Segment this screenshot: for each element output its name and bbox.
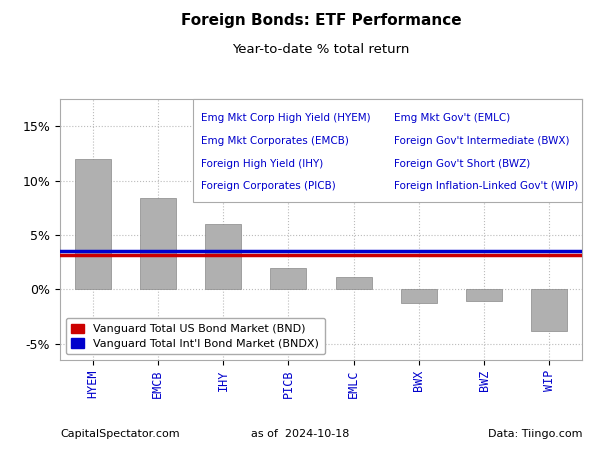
FancyBboxPatch shape: [193, 99, 582, 202]
Bar: [271, 268, 307, 289]
Text: Foreign Gov't Short (BWZ): Foreign Gov't Short (BWZ): [394, 159, 530, 169]
Text: Foreign High Yield (IHY): Foreign High Yield (IHY): [201, 159, 323, 169]
Text: Emg Mkt Gov't (EMLC): Emg Mkt Gov't (EMLC): [394, 113, 511, 123]
Bar: [335, 277, 371, 289]
Text: Foreign Inflation-Linked Gov't (WIP): Foreign Inflation-Linked Gov't (WIP): [394, 181, 578, 192]
Bar: [140, 198, 176, 289]
Bar: [532, 289, 568, 331]
Bar: [401, 289, 437, 303]
Text: Emg Mkt Corp High Yield (HYEM): Emg Mkt Corp High Yield (HYEM): [201, 113, 371, 123]
Text: CapitalSpectator.com: CapitalSpectator.com: [60, 429, 179, 439]
Bar: [205, 224, 241, 289]
Bar: [74, 159, 110, 289]
Text: Foreign Gov't Intermediate (BWX): Foreign Gov't Intermediate (BWX): [394, 136, 569, 146]
Bar: [466, 289, 502, 302]
Text: Emg Mkt Corporates (EMCB): Emg Mkt Corporates (EMCB): [201, 136, 349, 146]
Text: Year-to-date % total return: Year-to-date % total return: [232, 43, 410, 56]
Legend: Vanguard Total US Bond Market (BND), Vanguard Total Int'l Bond Market (BNDX): Vanguard Total US Bond Market (BND), Van…: [65, 318, 325, 355]
Text: Foreign Corporates (PICB): Foreign Corporates (PICB): [201, 181, 335, 192]
Text: Data: Tiingo.com: Data: Tiingo.com: [487, 429, 582, 439]
Text: as of  2024-10-18: as of 2024-10-18: [251, 429, 349, 439]
Text: Foreign Bonds: ETF Performance: Foreign Bonds: ETF Performance: [181, 14, 461, 28]
